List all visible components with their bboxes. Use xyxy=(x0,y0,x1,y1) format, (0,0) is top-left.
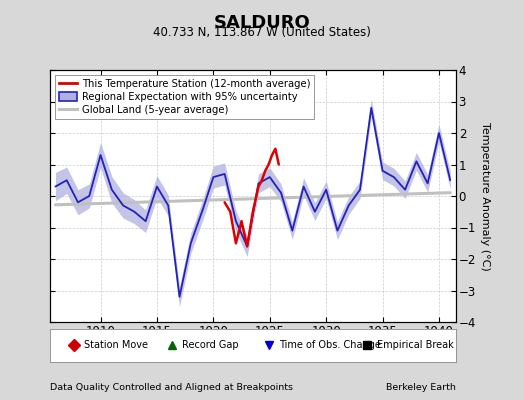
Y-axis label: Temperature Anomaly (°C): Temperature Anomaly (°C) xyxy=(480,122,490,270)
Text: Record Gap: Record Gap xyxy=(182,340,238,350)
Text: SALDURO: SALDURO xyxy=(214,14,310,32)
Text: Berkeley Earth: Berkeley Earth xyxy=(386,383,456,392)
Text: Station Move: Station Move xyxy=(84,340,148,350)
Text: Data Quality Controlled and Aligned at Breakpoints: Data Quality Controlled and Aligned at B… xyxy=(50,383,293,392)
Text: Time of Obs. Change: Time of Obs. Change xyxy=(279,340,381,350)
Text: 40.733 N, 113.867 W (United States): 40.733 N, 113.867 W (United States) xyxy=(153,26,371,39)
Text: Empirical Break: Empirical Break xyxy=(377,340,453,350)
Legend: This Temperature Station (12-month average), Regional Expectation with 95% uncer: This Temperature Station (12-month avera… xyxy=(55,75,314,119)
